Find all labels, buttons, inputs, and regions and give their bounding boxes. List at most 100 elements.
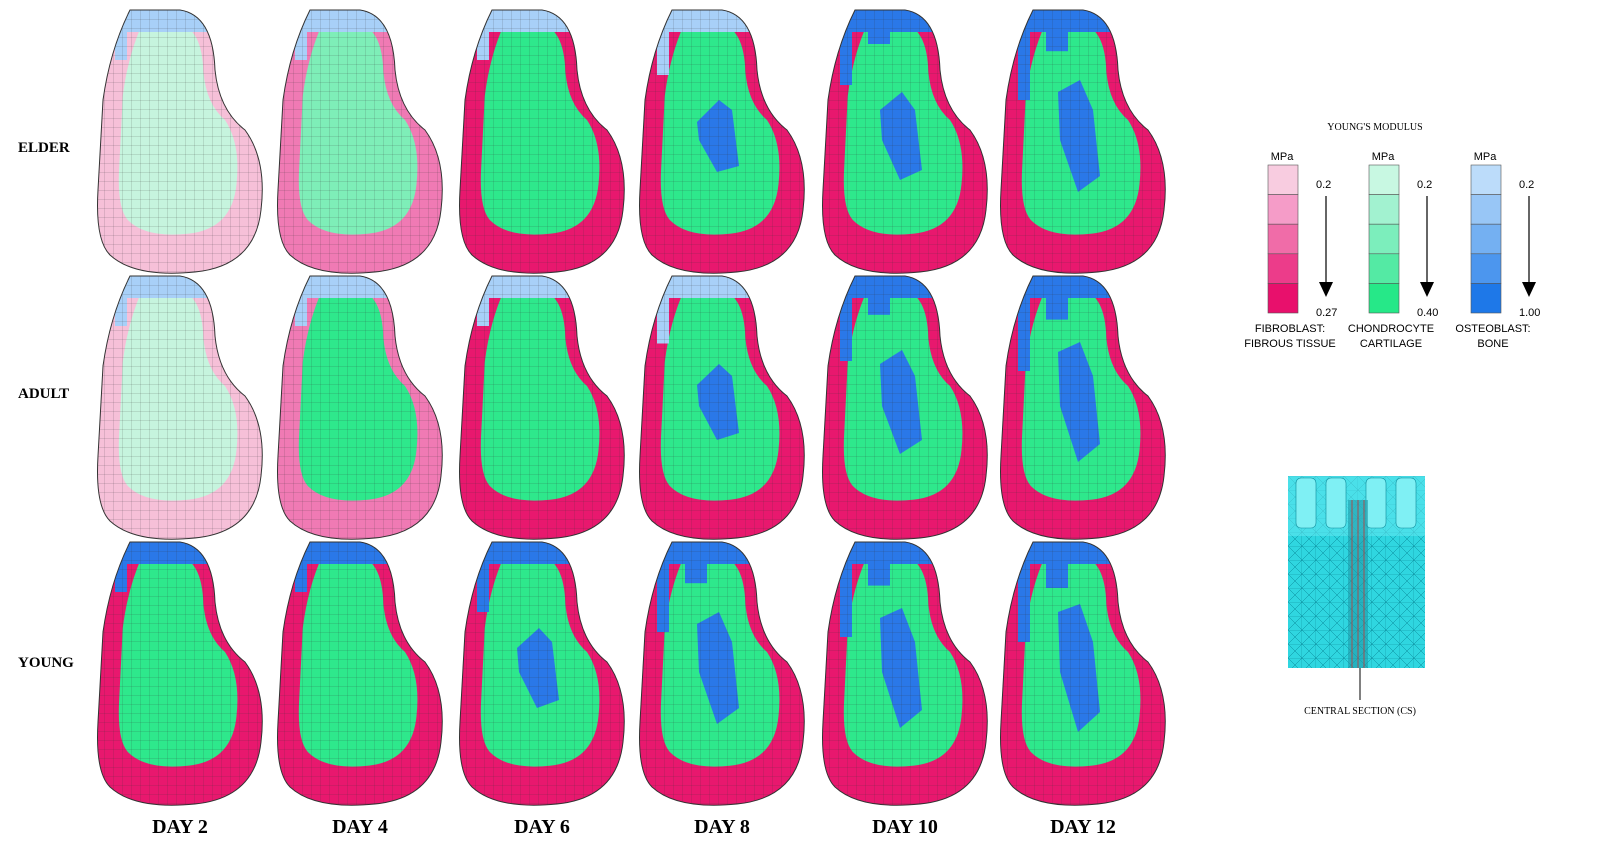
mesh-grid <box>278 276 443 539</box>
legend-swatch <box>1471 283 1501 313</box>
mesh-panel <box>95 276 262 539</box>
mesh-panel <box>998 10 1165 273</box>
mesh-grid <box>823 10 988 273</box>
legend-swatch <box>1369 283 1399 313</box>
panel-fill <box>275 276 442 539</box>
inset-image <box>1288 476 1425 700</box>
mesh-grid <box>823 276 988 539</box>
panel-fill <box>95 10 262 273</box>
mesh-grid <box>640 542 805 805</box>
mesh-grid <box>640 276 805 539</box>
panel-fill <box>637 10 804 273</box>
panel-fill <box>457 276 624 539</box>
mesh-grid <box>460 10 625 273</box>
column-label: DAY 6 <box>514 816 570 838</box>
panel-fill <box>275 542 442 805</box>
legend-swatch <box>1268 195 1298 225</box>
legend-bottom: 1.00 <box>1519 307 1540 319</box>
mesh-panel <box>637 10 804 273</box>
mesh-panel <box>998 276 1165 539</box>
panel-fill <box>820 10 987 273</box>
figure: ELDER ADULT YOUNG DAY 2 DAY 4 DAY 6 DAY 8 DAY 1… <box>0 0 1600 855</box>
column-label: DAY 4 <box>332 816 388 838</box>
legend-bottom: 0.27 <box>1316 307 1337 319</box>
panel-fill <box>457 542 624 805</box>
legend-swatch <box>1369 165 1399 195</box>
legend-label: CHONDROCYTE <box>1348 323 1434 335</box>
legend-top: 0.2 <box>1316 179 1331 191</box>
panel-fill <box>820 276 987 539</box>
panel-fill <box>95 276 262 539</box>
panel-fill <box>998 276 1165 539</box>
legend-label: FIBROUS TISSUE <box>1244 338 1335 350</box>
legend-swatch <box>1471 195 1501 225</box>
legend-label: OSTEOBLAST: <box>1455 323 1530 335</box>
legend-swatch <box>1369 195 1399 225</box>
legend-swatch <box>1369 254 1399 284</box>
legend-bottom: 0.40 <box>1417 307 1438 319</box>
mesh-panel <box>457 10 624 273</box>
column-label: DAY 8 <box>694 816 750 838</box>
mesh-grid <box>278 542 443 805</box>
mesh-panel <box>457 276 624 539</box>
row-label: YOUNG <box>18 655 74 671</box>
legend-unit: MPa <box>1474 151 1498 163</box>
arrow-head <box>1522 282 1536 297</box>
mesh-grid <box>98 542 263 805</box>
column-label: DAY 12 <box>1050 816 1116 838</box>
mesh-panel <box>275 10 442 273</box>
column-label: DAY 10 <box>872 816 938 838</box>
mesh-grid <box>1001 542 1166 805</box>
mesh-panel <box>820 276 987 539</box>
column-label: DAY 2 <box>152 816 208 838</box>
panel-fill <box>998 542 1165 805</box>
legend-swatch <box>1268 224 1298 254</box>
mesh-panel <box>637 276 804 539</box>
mesh-panel <box>820 542 987 805</box>
mesh-grid <box>1001 276 1166 539</box>
arrow-head <box>1420 282 1434 297</box>
mesh-panel <box>998 542 1165 805</box>
legend-swatch <box>1369 224 1399 254</box>
mesh-panel <box>820 10 987 273</box>
legend-top: 0.2 <box>1519 179 1534 191</box>
panel-fill <box>637 276 804 539</box>
mesh-panel <box>637 542 804 805</box>
mesh-grid <box>640 10 805 273</box>
mesh-panel <box>275 276 442 539</box>
mesh-grid <box>460 542 625 805</box>
legend-top: 0.2 <box>1417 179 1432 191</box>
mesh-grid <box>1001 10 1166 273</box>
mesh-grid <box>278 10 443 273</box>
legend-swatch <box>1471 165 1501 195</box>
panel-fill <box>820 542 987 805</box>
mesh-panel <box>275 542 442 805</box>
legend-label: CARTILAGE <box>1360 338 1422 350</box>
panel-fill <box>637 542 804 805</box>
row-label: ELDER <box>18 140 70 156</box>
mesh-panel <box>95 542 262 805</box>
mesh-grid <box>98 10 263 273</box>
mesh-grid <box>98 276 263 539</box>
mesh-panel <box>95 10 262 273</box>
legend-swatch <box>1268 254 1298 284</box>
panel-fill <box>998 10 1165 273</box>
legend-swatch <box>1471 254 1501 284</box>
legend-swatch <box>1471 224 1501 254</box>
legend-title: YOUNG'S MODULUS <box>1327 122 1422 133</box>
inset-caption: CENTRAL SECTION (CS) <box>1304 706 1416 717</box>
row-label: ADULT <box>18 386 69 402</box>
arrow-head <box>1319 282 1333 297</box>
mesh-grid <box>823 542 988 805</box>
mesh-grid <box>460 276 625 539</box>
legend-label: BONE <box>1477 338 1508 350</box>
mesh-panel <box>457 542 624 805</box>
legend-unit: MPa <box>1271 151 1295 163</box>
panel-fill <box>95 542 262 805</box>
panel-fill <box>275 10 442 273</box>
panel-fill <box>457 10 624 273</box>
legend-swatch <box>1268 165 1298 195</box>
legend-label: FIBROBLAST: <box>1255 323 1325 335</box>
legend-unit: MPa <box>1372 151 1396 163</box>
legend-swatch <box>1268 283 1298 313</box>
